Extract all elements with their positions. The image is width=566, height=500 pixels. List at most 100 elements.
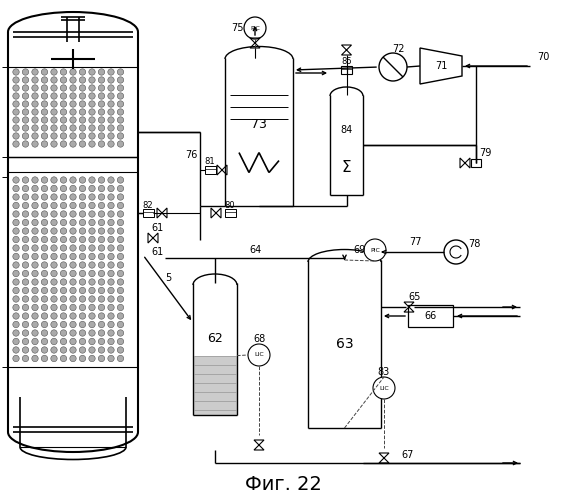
Circle shape [98, 288, 105, 294]
Text: 81: 81 [205, 158, 215, 166]
Circle shape [98, 186, 105, 192]
Circle shape [22, 177, 29, 183]
Circle shape [79, 101, 85, 107]
Circle shape [51, 186, 57, 192]
Circle shape [61, 117, 67, 123]
Circle shape [117, 202, 124, 208]
Circle shape [117, 236, 124, 242]
Circle shape [32, 85, 38, 91]
Circle shape [22, 211, 29, 217]
Circle shape [32, 101, 38, 107]
Circle shape [22, 296, 29, 302]
Circle shape [22, 279, 29, 285]
Circle shape [41, 304, 48, 310]
Circle shape [51, 313, 57, 319]
Circle shape [89, 69, 95, 75]
Circle shape [22, 141, 29, 147]
Circle shape [108, 117, 114, 123]
Bar [143, 209, 153, 217]
Circle shape [41, 338, 48, 344]
Circle shape [98, 347, 105, 353]
Circle shape [32, 109, 38, 115]
Circle shape [70, 236, 76, 242]
Circle shape [379, 53, 407, 81]
Circle shape [13, 117, 19, 123]
Circle shape [51, 77, 57, 83]
Circle shape [108, 296, 114, 302]
Circle shape [32, 322, 38, 328]
Circle shape [13, 296, 19, 302]
Circle shape [61, 347, 67, 353]
Circle shape [70, 117, 76, 123]
Circle shape [98, 211, 105, 217]
Circle shape [70, 288, 76, 294]
Circle shape [117, 186, 124, 192]
Circle shape [89, 85, 95, 91]
Circle shape [32, 186, 38, 192]
Circle shape [98, 245, 105, 251]
Circle shape [70, 322, 76, 328]
Circle shape [98, 254, 105, 260]
Circle shape [22, 220, 29, 226]
Circle shape [13, 347, 19, 353]
Circle shape [98, 228, 105, 234]
Circle shape [32, 77, 38, 83]
Circle shape [41, 279, 48, 285]
Circle shape [98, 109, 105, 115]
Circle shape [41, 288, 48, 294]
Circle shape [61, 69, 67, 75]
Circle shape [98, 117, 105, 123]
Circle shape [98, 296, 105, 302]
Circle shape [70, 296, 76, 302]
Circle shape [79, 109, 85, 115]
Circle shape [51, 220, 57, 226]
Circle shape [41, 211, 48, 217]
Circle shape [41, 220, 48, 226]
Circle shape [41, 296, 48, 302]
Circle shape [89, 279, 95, 285]
Circle shape [98, 125, 105, 131]
Circle shape [70, 304, 76, 310]
Circle shape [13, 304, 19, 310]
Circle shape [61, 356, 67, 362]
Circle shape [32, 228, 38, 234]
Circle shape [70, 69, 76, 75]
Circle shape [108, 245, 114, 251]
Circle shape [108, 304, 114, 310]
Circle shape [61, 322, 67, 328]
Circle shape [61, 245, 67, 251]
Text: 63: 63 [336, 337, 353, 351]
Circle shape [117, 109, 124, 115]
Circle shape [13, 245, 19, 251]
Circle shape [32, 69, 38, 75]
Circle shape [51, 304, 57, 310]
Circle shape [79, 186, 85, 192]
Circle shape [244, 17, 266, 39]
Circle shape [117, 313, 124, 319]
Circle shape [89, 109, 95, 115]
Circle shape [108, 322, 114, 328]
Text: 64: 64 [249, 245, 261, 255]
Circle shape [22, 77, 29, 83]
Circle shape [89, 322, 95, 328]
Text: 5: 5 [165, 273, 171, 283]
Circle shape [13, 228, 19, 234]
Circle shape [22, 254, 29, 260]
Bar [408, 305, 453, 327]
Circle shape [32, 304, 38, 310]
Text: 77: 77 [409, 237, 421, 247]
Circle shape [373, 377, 395, 399]
Circle shape [51, 101, 57, 107]
Circle shape [41, 236, 48, 242]
Circle shape [117, 356, 124, 362]
Circle shape [61, 202, 67, 208]
Circle shape [41, 228, 48, 234]
Circle shape [13, 177, 19, 183]
Circle shape [117, 279, 124, 285]
Circle shape [32, 338, 38, 344]
Circle shape [79, 279, 85, 285]
Text: 61: 61 [151, 223, 163, 233]
Circle shape [117, 254, 124, 260]
Circle shape [117, 228, 124, 234]
Circle shape [22, 93, 29, 99]
